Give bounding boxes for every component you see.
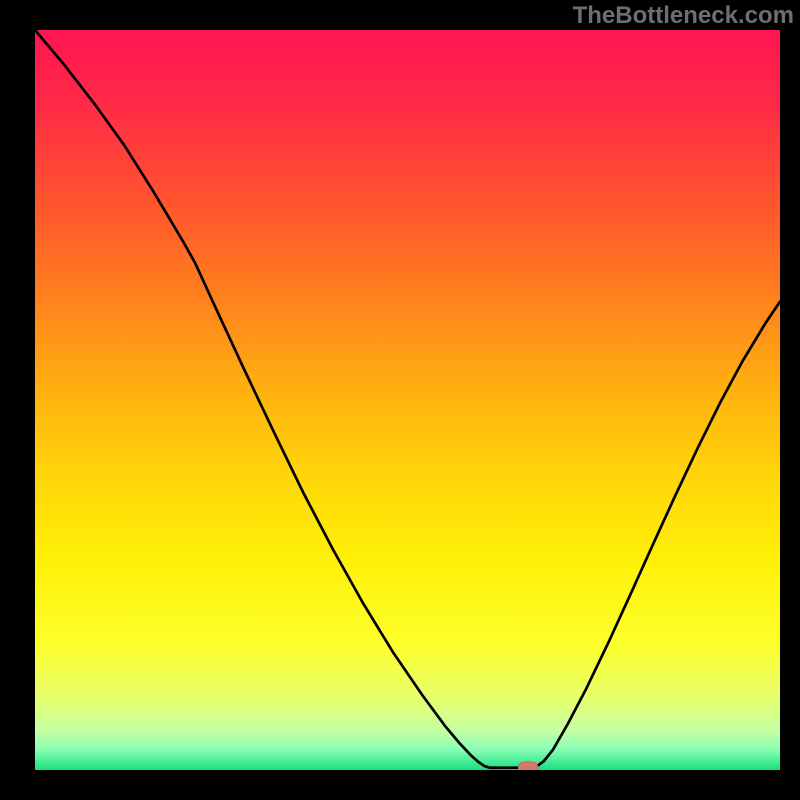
chart-background bbox=[35, 30, 780, 770]
optimal-marker bbox=[518, 762, 538, 770]
bottleneck-chart bbox=[35, 30, 780, 770]
chart-frame: TheBottleneck.com bbox=[0, 0, 800, 800]
watermark-text: TheBottleneck.com bbox=[573, 2, 794, 30]
